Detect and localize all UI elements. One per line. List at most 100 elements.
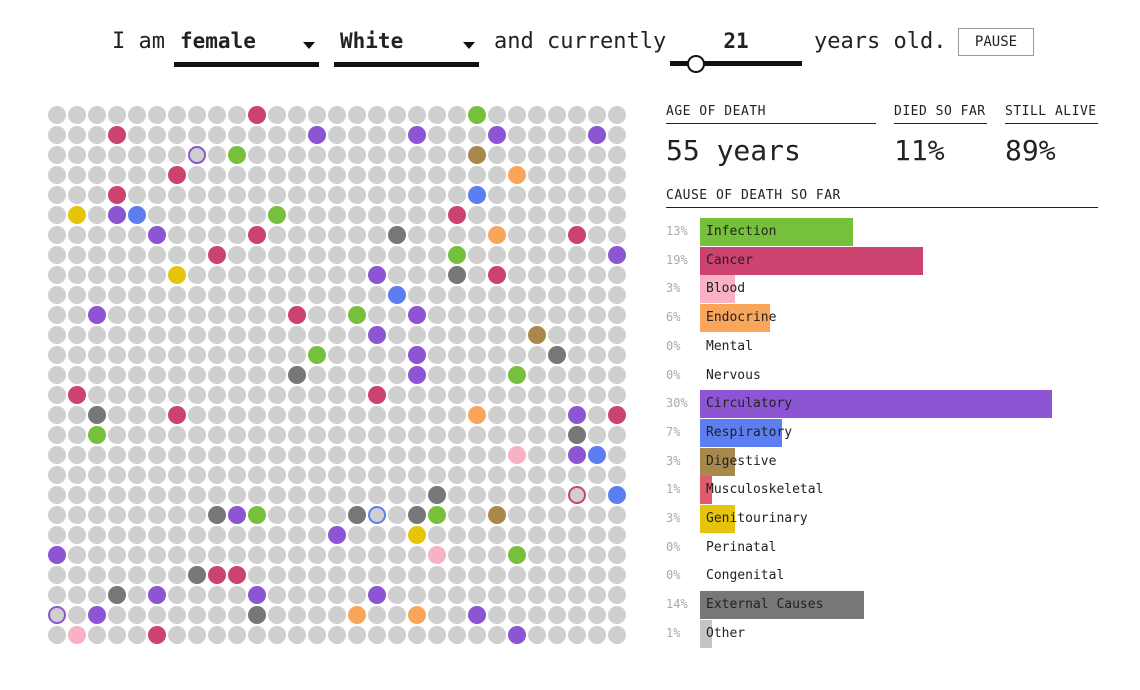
person-dot <box>88 186 106 204</box>
person-dot <box>588 106 606 124</box>
person-dot <box>408 346 426 364</box>
person-dot <box>528 286 546 304</box>
person-dot <box>528 126 546 144</box>
person-dot <box>88 426 106 444</box>
person-dot <box>508 526 526 544</box>
person-dot <box>388 286 406 304</box>
person-dot <box>68 586 86 604</box>
person-dot <box>308 106 326 124</box>
person-dot <box>48 126 66 144</box>
person-dot <box>288 626 306 644</box>
person-dot <box>488 346 506 364</box>
person-dot <box>48 426 66 444</box>
person-dot <box>208 526 226 544</box>
person-dot <box>428 366 446 384</box>
person-dot <box>428 406 446 424</box>
person-dot <box>108 446 126 464</box>
person-dot <box>528 146 546 164</box>
person-dot <box>168 186 186 204</box>
person-dot <box>468 326 486 344</box>
person-dot <box>88 106 106 124</box>
person-dot <box>188 266 206 284</box>
person-dot <box>188 526 206 544</box>
header-sentence: I am female White and currently 21 years… <box>0 0 1140 90</box>
person-dot <box>368 626 386 644</box>
person-dot <box>488 126 506 144</box>
person-dot <box>48 246 66 264</box>
person-dot <box>508 246 526 264</box>
person-dot <box>308 506 326 524</box>
cause-label: Nervous <box>706 367 761 383</box>
person-dot <box>328 546 346 564</box>
person-dot <box>448 246 466 264</box>
person-dot <box>388 206 406 224</box>
person-dot <box>88 446 106 464</box>
person-dot <box>128 166 146 184</box>
person-dot <box>308 266 326 284</box>
person-dot <box>308 566 326 584</box>
person-dot <box>168 606 186 624</box>
person-dot <box>48 546 66 564</box>
cause-percent: 3% <box>666 281 681 296</box>
cause-of-death-title: CAUSE OF DEATH SO FAR <box>666 188 1098 208</box>
race-select-value: White <box>340 29 404 53</box>
person-dot <box>208 226 226 244</box>
person-dot <box>348 586 366 604</box>
person-dot <box>208 246 226 264</box>
person-dot <box>408 206 426 224</box>
person-dot <box>568 586 586 604</box>
age-slider-handle[interactable] <box>687 55 706 73</box>
person-dot <box>108 306 126 324</box>
person-dot <box>168 366 186 384</box>
person-dot <box>168 486 186 504</box>
person-dot <box>388 466 406 484</box>
cause-bar <box>700 218 853 246</box>
person-dot <box>128 306 146 324</box>
person-dot <box>148 446 166 464</box>
person-dot <box>568 246 586 264</box>
person-dot <box>468 146 486 164</box>
person-dot <box>268 606 286 624</box>
person-dot <box>208 346 226 364</box>
person-dot <box>368 246 386 264</box>
person-dot <box>248 626 266 644</box>
person-dot <box>228 466 246 484</box>
person-dot <box>488 606 506 624</box>
race-select[interactable]: White <box>334 26 479 67</box>
person-dot <box>448 546 466 564</box>
sex-select[interactable]: female <box>174 26 319 67</box>
person-dot <box>248 286 266 304</box>
person-dot <box>288 546 306 564</box>
person-dot <box>468 426 486 444</box>
person-dot <box>388 266 406 284</box>
person-dot <box>588 126 606 144</box>
person-dot <box>268 306 286 324</box>
person-dot <box>228 386 246 404</box>
pause-button[interactable]: PAUSE <box>958 28 1034 56</box>
person-dot <box>288 426 306 444</box>
person-dot <box>508 126 526 144</box>
person-dot <box>68 486 86 504</box>
person-dot <box>608 606 626 624</box>
person-dot <box>288 366 306 384</box>
person-dot <box>548 286 566 304</box>
person-dot <box>168 306 186 324</box>
person-dot <box>348 406 366 424</box>
person-dot <box>468 186 486 204</box>
person-dot <box>348 306 366 324</box>
person-dot <box>468 206 486 224</box>
cause-row: 1% Musculoskeletal <box>666 476 1106 505</box>
person-dot <box>168 626 186 644</box>
person-dot <box>208 266 226 284</box>
cause-percent: 0% <box>666 338 681 353</box>
person-dot <box>268 266 286 284</box>
person-dot <box>388 366 406 384</box>
age-slider-track[interactable] <box>670 61 802 66</box>
person-dot <box>128 426 146 444</box>
person-dot <box>48 626 66 644</box>
person-dot <box>448 186 466 204</box>
age-slider[interactable] <box>670 55 802 73</box>
person-dot <box>248 226 266 244</box>
person-dot <box>448 526 466 544</box>
person-dot <box>268 426 286 444</box>
